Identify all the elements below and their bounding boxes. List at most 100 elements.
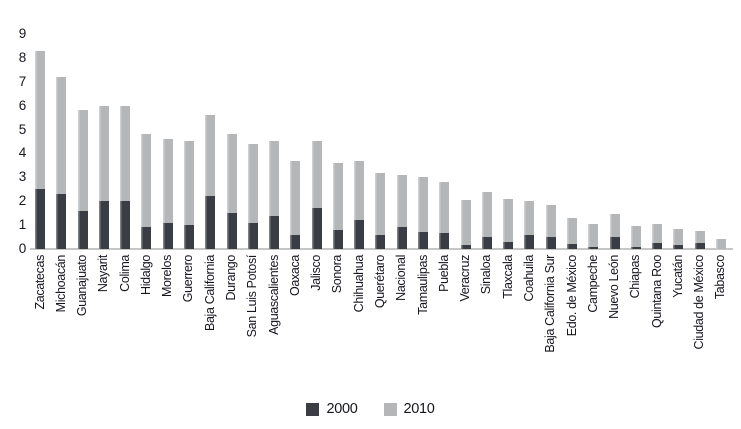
bar-segment-2000-Nayarit xyxy=(98,201,109,249)
legend-label-2010: 2010 xyxy=(403,401,435,417)
legend-item-2010: 2010 xyxy=(383,401,435,417)
bar-segment-2000-Michoacán xyxy=(56,194,67,249)
legend: 2000 2010 xyxy=(0,401,741,417)
bar-segment-2010-Guanajuato xyxy=(77,110,88,211)
x-axis-label: Tabasco xyxy=(713,255,728,300)
bar-segment-2010-Querétaro xyxy=(375,172,386,235)
bar-segment-2000-Morelos xyxy=(162,222,173,249)
bar-segment-2000-Nacional xyxy=(396,227,407,249)
legend-swatch-2010 xyxy=(383,402,397,416)
x-axis-label: Tamaulipas xyxy=(415,255,430,315)
x-axis-label: Baja California xyxy=(202,255,217,332)
x-axis-label: Hidalgo xyxy=(138,255,153,295)
bar-segment-2010-Aguascalientes xyxy=(269,141,280,216)
bar-segment-2000-Campeche xyxy=(588,246,599,249)
x-axis-label: Michoacán xyxy=(53,255,68,313)
bar-segment-2000-Querétaro xyxy=(375,234,386,249)
x-axis-label: Nayarit xyxy=(96,255,111,293)
bar-segment-2010-Hidalgo xyxy=(141,134,152,228)
y-tick-label: 1 xyxy=(18,217,27,233)
bar-segment-2010-Baja California Sur xyxy=(545,204,556,238)
bar-segment-2000-Edo. de México xyxy=(567,244,577,249)
bar-segment-2010-Nacional xyxy=(396,174,407,228)
bar-segment-2010-Oaxaca xyxy=(290,160,301,235)
y-tick-label: 3 xyxy=(18,169,27,185)
x-axis-label: Tlaxcala xyxy=(500,255,515,299)
x-axis-line xyxy=(30,248,733,250)
bar-segment-2000-Hidalgo xyxy=(141,227,152,249)
x-axis-label: Oaxaca xyxy=(287,255,302,296)
x-axis-label: Sonora xyxy=(330,255,345,294)
x-axis-label: Chihuahua xyxy=(351,255,366,313)
x-axis-label: Baja California Sur xyxy=(543,255,558,353)
bar-segment-2000-Baja California Sur xyxy=(545,237,556,249)
bar-segment-2010-Jalisco xyxy=(311,141,322,209)
bar-segment-2010-Ciudad de México xyxy=(694,231,705,243)
bar-segment-2010-Yucatán xyxy=(673,228,684,246)
x-axis-label: Coahuila xyxy=(521,255,536,302)
bar-segment-2000-Durango xyxy=(226,213,237,249)
x-axis-label: Jalisco xyxy=(309,255,324,291)
x-axis-label: Guanajuato xyxy=(75,255,90,317)
y-tick-label: 2 xyxy=(18,193,27,209)
bar-segment-2000-Quintana Roo xyxy=(652,243,663,249)
x-axis-label: San Luis Potosí xyxy=(245,255,260,338)
x-axis-label: Morelos xyxy=(160,255,175,298)
y-tick-label: 8 xyxy=(18,49,27,65)
x-axis-label: Sinaloa xyxy=(479,255,494,295)
y-tick-label: 7 xyxy=(18,73,27,89)
bar-segment-2010-Baja California xyxy=(205,115,216,197)
bar-segment-2010-Campeche xyxy=(588,223,599,247)
bar-segment-2010-Edo. de México xyxy=(567,217,577,245)
bar-segment-2000-Ciudad de México xyxy=(694,243,705,249)
y-tick-label: 0 xyxy=(18,241,27,256)
x-axis-label: Durango xyxy=(224,255,239,301)
legend-label-2000: 2000 xyxy=(326,401,358,417)
bar-segment-2010-Sonora xyxy=(332,162,343,230)
bar-segment-2010-Tabasco xyxy=(715,239,726,249)
bar-segment-2000-Veracruz xyxy=(460,245,471,249)
y-tick-label: 5 xyxy=(18,121,27,137)
x-axis-label: Nacional xyxy=(394,255,409,301)
bar-segment-2010-Quintana Roo xyxy=(652,223,663,243)
bar-segment-2000-Tlaxcala xyxy=(503,241,514,249)
x-axis-label: Aguascalientes xyxy=(266,255,281,335)
y-tick-label: 9 xyxy=(18,25,27,41)
bar-segment-2000-Puebla xyxy=(439,233,450,249)
legend-swatch-2000 xyxy=(306,402,320,416)
bar-segment-2010-Nuevo León xyxy=(609,214,620,238)
bar-segment-2010-Morelos xyxy=(162,139,173,223)
bar-segment-2000-Tamaulipas xyxy=(418,232,429,249)
bar-segment-2000-Sinaloa xyxy=(481,237,492,249)
bar-segment-2010-Puebla xyxy=(439,182,450,234)
x-axis-label: Querétaro xyxy=(372,255,387,309)
x-axis-label: Edo. de México xyxy=(564,255,579,337)
bar-segment-2010-Chihuahua xyxy=(354,160,365,221)
bar-segment-2000-Nuevo León xyxy=(609,237,620,249)
bar-segment-2000-San Luis Potosí xyxy=(247,222,258,249)
bar-segment-2000-Guanajuato xyxy=(77,210,88,249)
x-axis-label: Campeche xyxy=(585,255,600,313)
bar-segment-2000-Sonora xyxy=(332,229,343,249)
bar-segment-2000-Chihuahua xyxy=(354,220,365,249)
legend-item-2000: 2000 xyxy=(306,401,358,417)
x-axis-label: Nuevo León xyxy=(607,255,622,319)
bar-segment-2010-Chiapas xyxy=(630,226,641,247)
bar-segment-2010-Nayarit xyxy=(98,105,109,202)
x-axis-label: Yucatán xyxy=(670,255,685,298)
bar-segment-2000-Aguascalientes xyxy=(269,215,280,249)
bar-segment-2000-Coahuila xyxy=(524,234,535,249)
bar-segment-2010-Zacatecas xyxy=(35,50,45,190)
x-axis-label: Guerrero xyxy=(181,255,196,303)
y-tick-label: 6 xyxy=(18,97,27,113)
bar-segment-2000-Zacatecas xyxy=(35,189,45,249)
bar-segment-2010-Durango xyxy=(226,134,237,214)
bar-segment-2010-Sinaloa xyxy=(481,191,492,238)
bar-segment-2000-Yucatán xyxy=(673,245,684,249)
bar-segment-2010-Colima xyxy=(120,105,131,202)
x-axis-label: Zacatecas xyxy=(32,255,47,310)
bar-segment-2010-Michoacán xyxy=(56,76,67,195)
y-tick-label: 4 xyxy=(18,145,27,161)
x-axis-label: Quintana Roo xyxy=(649,255,664,328)
